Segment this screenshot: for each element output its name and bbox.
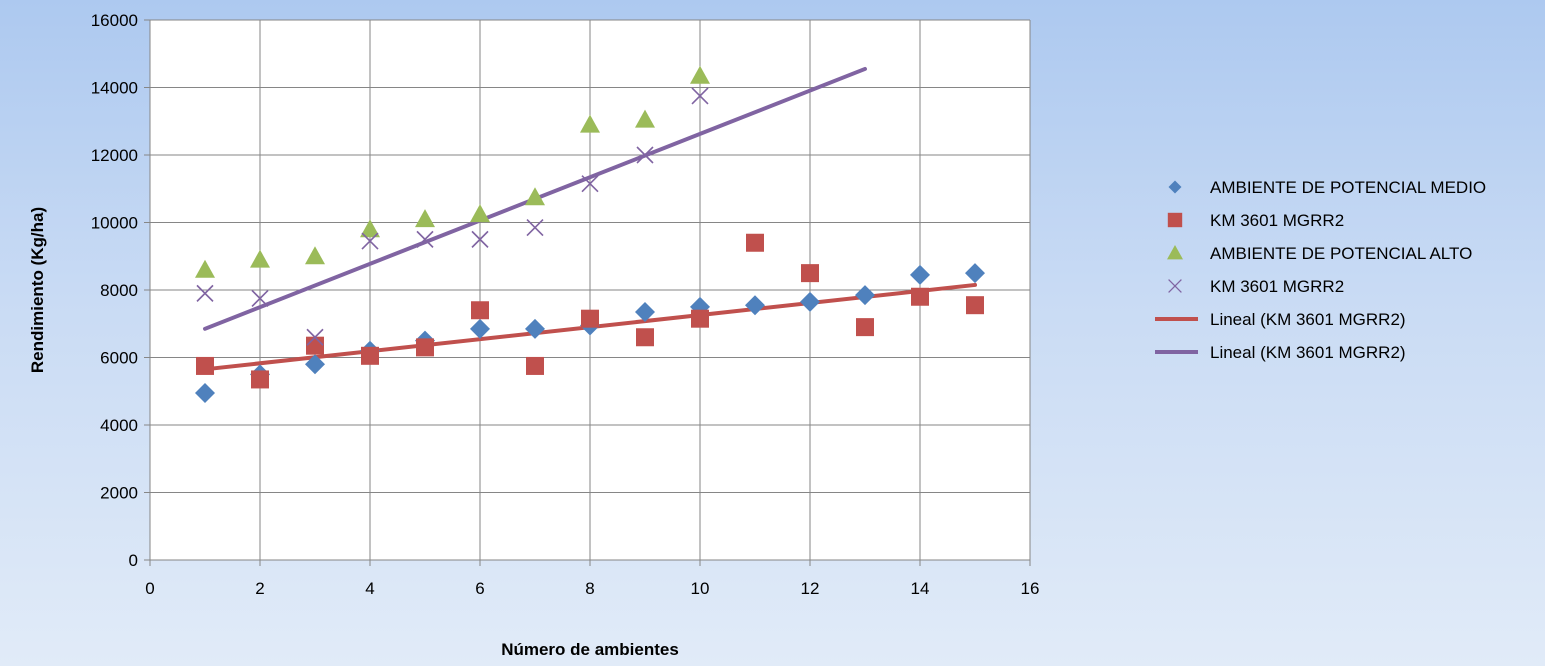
x-tick-label: 2: [255, 579, 264, 598]
legend-label-1: KM 3601 MGRR2: [1210, 211, 1344, 230]
data-point-s1-p1: [251, 370, 269, 389]
data-point-s3-p7: [581, 175, 599, 193]
y-axis-title: Rendimiento (Kg/ha): [28, 207, 47, 373]
x-tick-label: 6: [475, 579, 484, 598]
data-point-s2-p4: [415, 209, 435, 228]
x-tick-label: 12: [801, 579, 820, 598]
legend-label-0: AMBIENTE DE POTENCIAL MEDIO: [1210, 178, 1486, 197]
data-point-s2-p0: [195, 259, 215, 278]
data-point-s0-p0: [195, 382, 215, 403]
legend-label-4: Lineal (KM 3601 MGRR2): [1210, 310, 1406, 329]
data-point-s0-p6: [525, 318, 545, 339]
x-tick-label: 16: [1021, 579, 1040, 598]
legend-label-2: AMBIENTE DE POTENCIAL ALTO: [1210, 244, 1472, 263]
data-point-s1-p6: [526, 356, 544, 375]
y-tick-label: 8000: [100, 281, 138, 300]
data-point-s0-p14: [965, 263, 985, 284]
data-point-s1-p12: [856, 318, 874, 337]
data-point-s0-p12: [855, 285, 875, 306]
data-point-s1-p11: [801, 264, 819, 283]
y-tick-label: 14000: [91, 79, 138, 98]
data-point-s0-p13: [910, 264, 930, 285]
data-point-s3-p1: [251, 289, 269, 308]
data-point-s1-p9: [691, 309, 709, 328]
y-tick-label: 12000: [91, 146, 138, 165]
legend-marker-2: [1167, 245, 1183, 260]
data-point-s2-p2: [305, 246, 325, 265]
y-tick-label: 0: [129, 551, 138, 570]
data-point-s3-p8: [636, 146, 654, 164]
y-tick-label: 16000: [91, 11, 138, 30]
legend-marker-0: [1168, 180, 1182, 194]
series-layer: [195, 65, 985, 403]
data-point-s1-p0: [196, 356, 214, 375]
data-point-s3-p5: [471, 230, 489, 248]
x-tick-label: 0: [145, 579, 154, 598]
legend-label-5: Lineal (KM 3601 MGRR2): [1210, 343, 1406, 362]
data-point-s2-p7: [580, 114, 600, 133]
y-tick-label: 4000: [100, 416, 138, 435]
y-tick-label: 10000: [91, 214, 138, 233]
legend-marker-1: [1167, 212, 1183, 228]
data-point-s2-p5: [470, 204, 490, 223]
x-tick-label: 10: [691, 579, 710, 598]
data-point-s3-p3: [361, 232, 379, 250]
data-point-s2-p8: [635, 109, 655, 128]
data-point-s1-p14: [966, 296, 984, 315]
data-point-s1-p5: [471, 301, 489, 320]
data-point-s2-p6: [525, 187, 545, 206]
x-tick-label: 14: [911, 579, 930, 598]
x-tick-label: 8: [585, 579, 594, 598]
data-point-s0-p11: [800, 291, 820, 312]
x-axis-title: Número de ambientes: [501, 640, 679, 659]
axis-layer: 0 2000 4000 6000 8000 10000 12000 14000 16000 0 2 4…: [91, 11, 1040, 598]
legend: AMBIENTE DE POTENCIAL MEDIO KM 3601 MGRR2…: [1155, 178, 1486, 362]
legend-marker-3: [1168, 279, 1182, 293]
data-point-s1-p2: [306, 336, 324, 355]
data-point-s1-p13: [911, 287, 929, 306]
data-point-s1-p7: [581, 309, 599, 328]
data-point-s0-p8: [635, 301, 655, 322]
data-point-s0-p5: [470, 318, 490, 339]
data-point-s2-p9: [690, 65, 710, 84]
data-point-s1-p4: [416, 338, 434, 357]
x-tick-label: 4: [365, 579, 374, 598]
data-point-s1-p8: [636, 328, 654, 347]
data-point-s3-p6: [526, 218, 544, 237]
data-point-s3-p4: [416, 230, 434, 248]
data-point-s3-p0: [196, 284, 214, 302]
data-point-s1-p3: [361, 346, 379, 365]
data-point-s0-p2: [305, 354, 325, 375]
data-point-s3-p2: [306, 328, 324, 346]
data-point-s2-p1: [250, 249, 270, 268]
data-point-s3-p9: [691, 87, 709, 105]
legend-label-3: KM 3601 MGRR2: [1210, 277, 1344, 296]
y-tick-label: 6000: [100, 349, 138, 368]
data-point-s2-p3: [360, 219, 380, 238]
data-point-s1-p10: [746, 233, 764, 252]
y-tick-label: 2000: [100, 484, 138, 503]
plot-layer: [149, 19, 1031, 561]
data-point-s0-p10: [745, 295, 765, 316]
